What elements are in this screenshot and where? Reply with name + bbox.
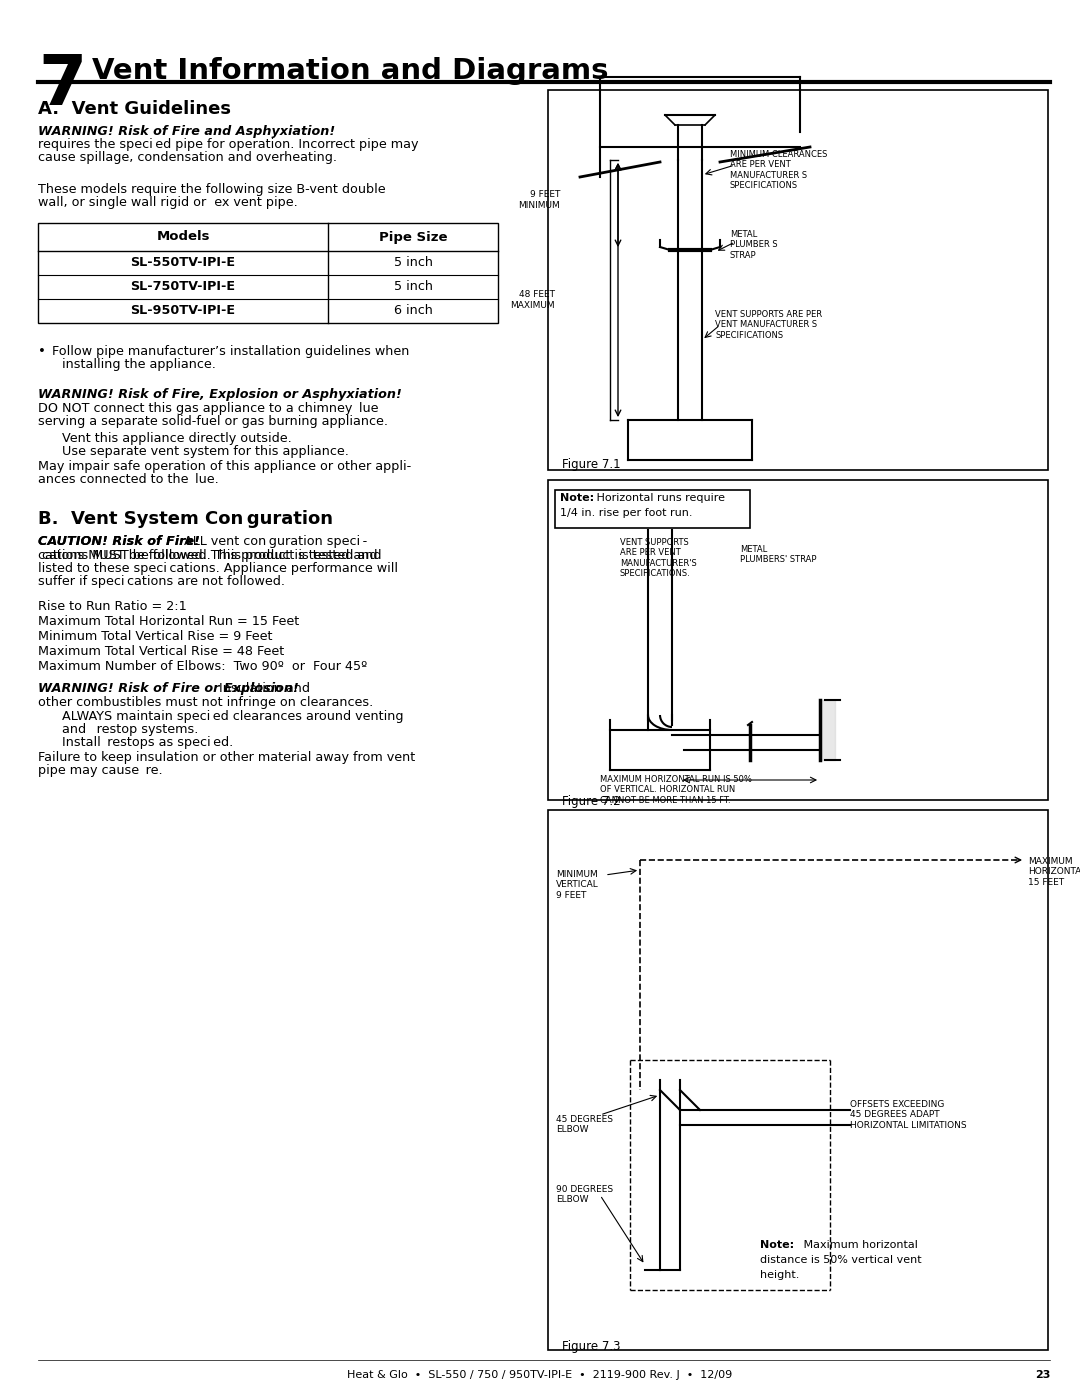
Text: serving a separate solid-fuel or gas burning appliance.: serving a separate solid-fuel or gas bur… <box>38 415 388 427</box>
Bar <box>548 810 1048 1350</box>
Text: Pipe Size: Pipe Size <box>379 231 447 243</box>
Text: Maximum horizontal: Maximum horizontal <box>800 1241 918 1250</box>
Text: ALL vent con guration speci -: ALL vent con guration speci - <box>180 535 367 548</box>
Text: and   restop systems.: and restop systems. <box>62 724 199 736</box>
Text: requires the speci ed pipe for operation. Incorrect pipe may: requires the speci ed pipe for operation… <box>38 138 419 151</box>
Text: Maximum Total Horizontal Run = 15 Feet: Maximum Total Horizontal Run = 15 Feet <box>38 615 299 629</box>
Text: 23: 23 <box>1035 1370 1050 1380</box>
Text: DO NOT connect this gas appliance to a chimney  lue: DO NOT connect this gas appliance to a c… <box>38 402 378 415</box>
Text: Figure 7.3: Figure 7.3 <box>562 1340 621 1354</box>
Text: VENT SUPPORTS
ARE PER VENT
MANUFACTURER'S
SPECIFICATIONS.: VENT SUPPORTS ARE PER VENT MANUFACTURER'… <box>620 538 697 578</box>
Bar <box>548 481 1048 800</box>
Text: METAL
PLUMBERS' STRAP: METAL PLUMBERS' STRAP <box>740 545 816 564</box>
Text: Figure 7.2: Figure 7.2 <box>562 795 621 807</box>
Text: Minimum Total Vertical Rise = 9 Feet: Minimum Total Vertical Rise = 9 Feet <box>38 630 272 643</box>
Text: installing the appliance.: installing the appliance. <box>62 358 216 372</box>
Text: SL-950TV-IPI-E: SL-950TV-IPI-E <box>131 305 235 317</box>
Text: CAUTION! Risk of Fire!: CAUTION! Risk of Fire! <box>38 535 200 548</box>
Text: VENT SUPPORTS ARE PER
VENT MANUFACTURER S
SPECIFICATIONS: VENT SUPPORTS ARE PER VENT MANUFACTURER … <box>715 310 822 339</box>
Text: MINIMUM
VERTICAL
9 FEET: MINIMUM VERTICAL 9 FEET <box>556 870 598 900</box>
Text: WARNING! Risk of Fire, Explosion or Asphyxiation!: WARNING! Risk of Fire, Explosion or Asph… <box>38 388 402 401</box>
Text: ALWAYS maintain speci ed clearances around venting: ALWAYS maintain speci ed clearances arou… <box>62 710 404 724</box>
Text: 1/4 in. rise per foot run.: 1/4 in. rise per foot run. <box>561 509 692 518</box>
Text: Follow pipe manufacturer’s installation guidelines when: Follow pipe manufacturer’s installation … <box>52 345 409 358</box>
Text: 5 inch: 5 inch <box>393 257 432 270</box>
Text: •: • <box>38 345 45 358</box>
Text: 90 DEGREES
ELBOW: 90 DEGREES ELBOW <box>556 1185 613 1204</box>
Bar <box>548 89 1048 469</box>
Text: Note:: Note: <box>561 493 594 503</box>
Text: B.  Vent System Con guration: B. Vent System Con guration <box>38 510 333 528</box>
Text: Note:: Note: <box>760 1241 794 1250</box>
Text: cause spillage, condensation and overheating.: cause spillage, condensation and overhea… <box>38 151 337 163</box>
Text: Maximum Number of Elbows:  Two 90º  or  Four 45º: Maximum Number of Elbows: Two 90º or Fou… <box>38 659 367 673</box>
Text: Vent this appliance directly outside.: Vent this appliance directly outside. <box>62 432 292 446</box>
Text: MAXIMUM HORIZONTAL RUN IS 50%
OF VERTICAL. HORIZONTAL RUN
CANNOT BE MORE THAN 15: MAXIMUM HORIZONTAL RUN IS 50% OF VERTICA… <box>600 775 752 805</box>
Text: WARNING! Risk of Fire and Asphyxiation!: WARNING! Risk of Fire and Asphyxiation! <box>38 124 335 138</box>
Text: 9 FEET
MINIMUM: 9 FEET MINIMUM <box>518 190 561 210</box>
Text: METAL
PLUMBER S
STRAP: METAL PLUMBER S STRAP <box>730 231 778 260</box>
Text: Vent Information and Diagrams: Vent Information and Diagrams <box>92 57 608 85</box>
Text: Heat & Glo  •  SL-550 / 750 / 950TV-IPI-E  •  2119-900 Rev. J  •  12/09: Heat & Glo • SL-550 / 750 / 950TV-IPI-E … <box>348 1370 732 1380</box>
Text: 48 FEET
MAXIMUM: 48 FEET MAXIMUM <box>511 291 555 310</box>
Text: listed to these speci cations. Appliance performance will: listed to these speci cations. Appliance… <box>38 562 399 576</box>
Text: Use separate vent system for this appliance.: Use separate vent system for this applia… <box>62 446 349 458</box>
Text: ances connected to the  lue.: ances connected to the lue. <box>38 474 219 486</box>
Text: 5 inch: 5 inch <box>393 281 432 293</box>
Text: distance is 50% vertical vent: distance is 50% vertical vent <box>760 1255 921 1266</box>
Text: Models: Models <box>157 231 210 243</box>
Text: 6 inch: 6 inch <box>393 305 432 317</box>
Text: SL-550TV-IPI-E: SL-550TV-IPI-E <box>131 257 235 270</box>
Text: MINIMUM CLEARANCES
ARE PER VENT
MANUFACTURER S
SPECIFICATIONS: MINIMUM CLEARANCES ARE PER VENT MANUFACT… <box>730 149 827 190</box>
Bar <box>555 490 750 528</box>
Text: Failure to keep insulation or other material away from vent: Failure to keep insulation or other mate… <box>38 752 415 764</box>
Text: 45 DEGREES
ELBOW: 45 DEGREES ELBOW <box>556 1115 613 1134</box>
Text: Rise to Run Ratio = 2:1: Rise to Run Ratio = 2:1 <box>38 599 187 613</box>
Bar <box>38 224 498 323</box>
Text: wall, or single wall rigid or  ex vent pipe.: wall, or single wall rigid or ex vent pi… <box>38 196 298 210</box>
Text: Figure 7.1: Figure 7.1 <box>562 458 621 471</box>
Text: pipe may cause  re.: pipe may cause re. <box>38 764 163 777</box>
Text: cations MUST be followed. This product is tested and: cations MUST be followed. This product i… <box>38 549 381 562</box>
Text: MAXIMUM
HORIZONTAL
15 FEET: MAXIMUM HORIZONTAL 15 FEET <box>1028 856 1080 887</box>
Text: SL-750TV-IPI-E: SL-750TV-IPI-E <box>131 281 235 293</box>
Text: suffer if speci cations are not followed.: suffer if speci cations are not followed… <box>38 576 285 588</box>
Text: Insulation and: Insulation and <box>215 682 310 694</box>
Text: Maximum Total Vertical Rise = 48 Feet: Maximum Total Vertical Rise = 48 Feet <box>38 645 284 658</box>
Text: Horizontal runs require: Horizontal runs require <box>593 493 725 503</box>
Text: These models require the following size B-vent double: These models require the following size … <box>38 183 386 196</box>
Text: May impair safe operation of this appliance or other appli-: May impair safe operation of this applia… <box>38 460 411 474</box>
Text: WARNING! Risk of Fire or Explosion!: WARNING! Risk of Fire or Explosion! <box>38 682 299 694</box>
Text: other combustibles must not infringe on clearances.: other combustibles must not infringe on … <box>38 696 374 710</box>
Text: cations MUST be followed. This product is tested and: cations MUST be followed. This product i… <box>38 549 378 562</box>
Text: height.: height. <box>760 1270 799 1280</box>
Text: OFFSETS EXCEEDING
45 DEGREES ADAPT
HORIZONTAL LIMITATIONS: OFFSETS EXCEEDING 45 DEGREES ADAPT HORIZ… <box>850 1099 967 1130</box>
Text: 7: 7 <box>38 52 86 119</box>
Text: A.  Vent Guidelines: A. Vent Guidelines <box>38 101 231 117</box>
Text: Install  restops as speci ed.: Install restops as speci ed. <box>62 736 233 749</box>
Text: CAUTION! Risk of Fire!: CAUTION! Risk of Fire! <box>38 535 200 548</box>
